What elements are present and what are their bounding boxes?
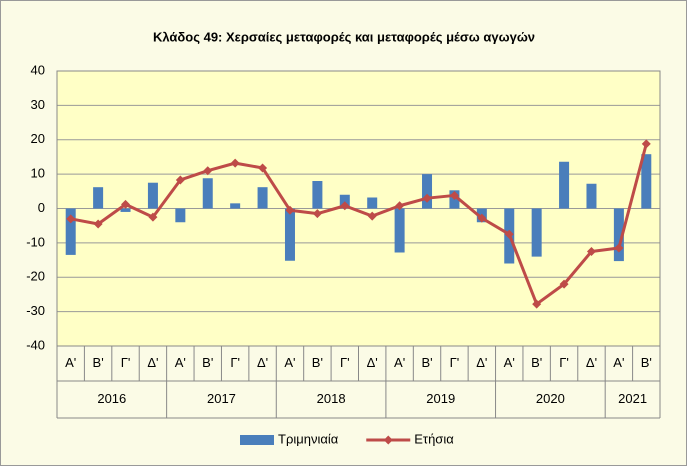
legend-swatch bbox=[240, 435, 274, 445]
y-tick-label: -20 bbox=[26, 269, 45, 284]
x-group-label: 2021 bbox=[618, 391, 647, 406]
x-tick-label: Α' bbox=[65, 355, 76, 370]
bar bbox=[230, 203, 241, 209]
bar bbox=[93, 187, 104, 209]
chart-title: Κλάδος 49: Χερσαίες μεταφορές και μεταφο… bbox=[153, 29, 535, 44]
x-group-label: 2019 bbox=[426, 391, 455, 406]
marker bbox=[121, 199, 131, 209]
x-tick-label: Δ' bbox=[367, 355, 378, 370]
bar bbox=[367, 197, 378, 209]
x-tick-label: Α' bbox=[504, 355, 515, 370]
marker bbox=[285, 205, 295, 215]
y-tick-label: 0 bbox=[38, 200, 45, 215]
x-tick-label: Δ' bbox=[147, 355, 158, 370]
bar bbox=[284, 208, 295, 261]
x-tick-label: Β' bbox=[312, 355, 323, 370]
bar bbox=[613, 208, 624, 262]
marker bbox=[477, 213, 487, 223]
x-group-label: 2018 bbox=[317, 391, 346, 406]
x-tick-label: Β' bbox=[531, 355, 542, 370]
bar bbox=[422, 174, 433, 209]
bar bbox=[531, 208, 542, 257]
x-group-label: 2020 bbox=[536, 391, 565, 406]
x-tick-label: Γ' bbox=[121, 355, 131, 370]
x-tick-label: Α' bbox=[613, 355, 624, 370]
bar bbox=[202, 178, 213, 209]
x-tick-label: Δ' bbox=[257, 355, 268, 370]
marker bbox=[532, 299, 542, 309]
bar bbox=[394, 208, 405, 253]
line bbox=[70, 143, 648, 306]
y-tick-label: 40 bbox=[31, 62, 45, 77]
legend-marker bbox=[383, 435, 393, 445]
marker bbox=[449, 190, 459, 200]
x-tick-label: Α' bbox=[284, 355, 295, 370]
bar bbox=[65, 208, 76, 255]
y-tick-label: -10 bbox=[26, 234, 45, 249]
marker bbox=[175, 175, 185, 185]
y-tick-label: 20 bbox=[31, 131, 45, 146]
x-tick-label: Δ' bbox=[586, 355, 597, 370]
legend-label: Τριμηνιαία bbox=[278, 431, 339, 446]
bar bbox=[312, 181, 323, 209]
bar bbox=[641, 154, 652, 209]
x-tick-label: Δ' bbox=[476, 355, 487, 370]
legend-label: Ετήσια bbox=[414, 431, 454, 446]
marker bbox=[367, 211, 377, 221]
bar bbox=[257, 187, 268, 209]
marker bbox=[66, 214, 76, 224]
x-group-label: 2016 bbox=[97, 391, 126, 406]
x-tick-label: Β' bbox=[641, 355, 652, 370]
x-tick-label: Α' bbox=[394, 355, 405, 370]
y-tick-label: 10 bbox=[31, 166, 45, 181]
x-tick-label: Γ' bbox=[230, 355, 240, 370]
marker bbox=[586, 246, 596, 256]
y-tick-label: -30 bbox=[26, 303, 45, 318]
bar bbox=[147, 182, 158, 209]
bar bbox=[175, 208, 186, 223]
bar bbox=[586, 183, 597, 209]
marker bbox=[422, 193, 432, 203]
x-tick-label: Β' bbox=[93, 355, 104, 370]
x-tick-label: Γ' bbox=[559, 355, 569, 370]
x-tick-label: Α' bbox=[175, 355, 186, 370]
marker bbox=[614, 243, 624, 253]
marker bbox=[230, 158, 240, 168]
bar bbox=[120, 208, 131, 212]
bar bbox=[559, 161, 570, 209]
marker bbox=[93, 219, 103, 229]
marker bbox=[148, 212, 158, 222]
x-group-label: 2017 bbox=[207, 391, 236, 406]
x-tick-label: Β' bbox=[421, 355, 432, 370]
marker bbox=[641, 139, 651, 149]
x-tick-label: Γ' bbox=[450, 355, 460, 370]
marker bbox=[312, 209, 322, 219]
x-tick-label: Γ' bbox=[340, 355, 350, 370]
marker bbox=[504, 229, 514, 239]
y-tick-label: 30 bbox=[31, 97, 45, 112]
marker bbox=[559, 279, 569, 289]
marker bbox=[395, 201, 405, 211]
marker bbox=[258, 163, 268, 173]
marker bbox=[203, 166, 213, 176]
y-tick-label: -40 bbox=[26, 337, 45, 352]
x-tick-label: Β' bbox=[202, 355, 213, 370]
marker bbox=[340, 201, 350, 211]
